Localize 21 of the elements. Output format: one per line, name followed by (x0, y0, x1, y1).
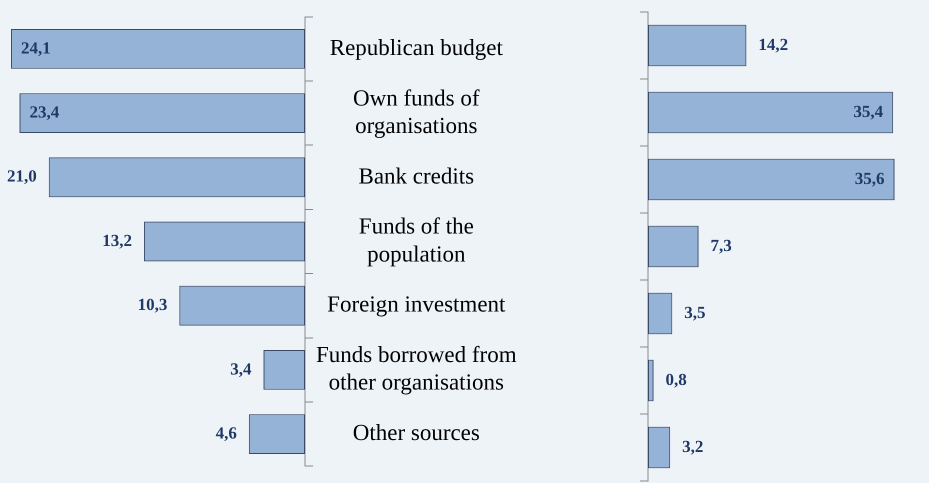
data-label: 35,4 (853, 102, 884, 121)
y-tick-label: Other sources (352, 420, 480, 446)
y-tick-label: Foreign investment (327, 292, 506, 317)
y-tick-label: Bank credits (358, 163, 474, 188)
y-tick-label: Funds of the population (358, 214, 474, 266)
data-label: 13,2 (102, 230, 132, 250)
data-label: 3,2 (682, 436, 704, 456)
data-label: 23,4 (30, 102, 60, 122)
data-label: 0,8 (666, 370, 687, 389)
y-tick-label: Own funds of organisations (353, 85, 480, 138)
y-tick-label: Republican budget (330, 34, 504, 60)
data-label: 14,2 (758, 34, 788, 54)
data-label: 7,3 (710, 236, 732, 255)
data-label: 4,6 (216, 423, 237, 442)
y-tick-label: Funds borrowed from other organisations (316, 342, 517, 395)
data-label: 21,0 (7, 166, 37, 186)
data-label: 3,5 (684, 302, 706, 322)
data-label: 3,4 (230, 359, 252, 378)
data-label: 35,6 (854, 168, 885, 188)
data-label: 24,1 (20, 38, 51, 58)
data-label: 10,3 (138, 295, 168, 314)
